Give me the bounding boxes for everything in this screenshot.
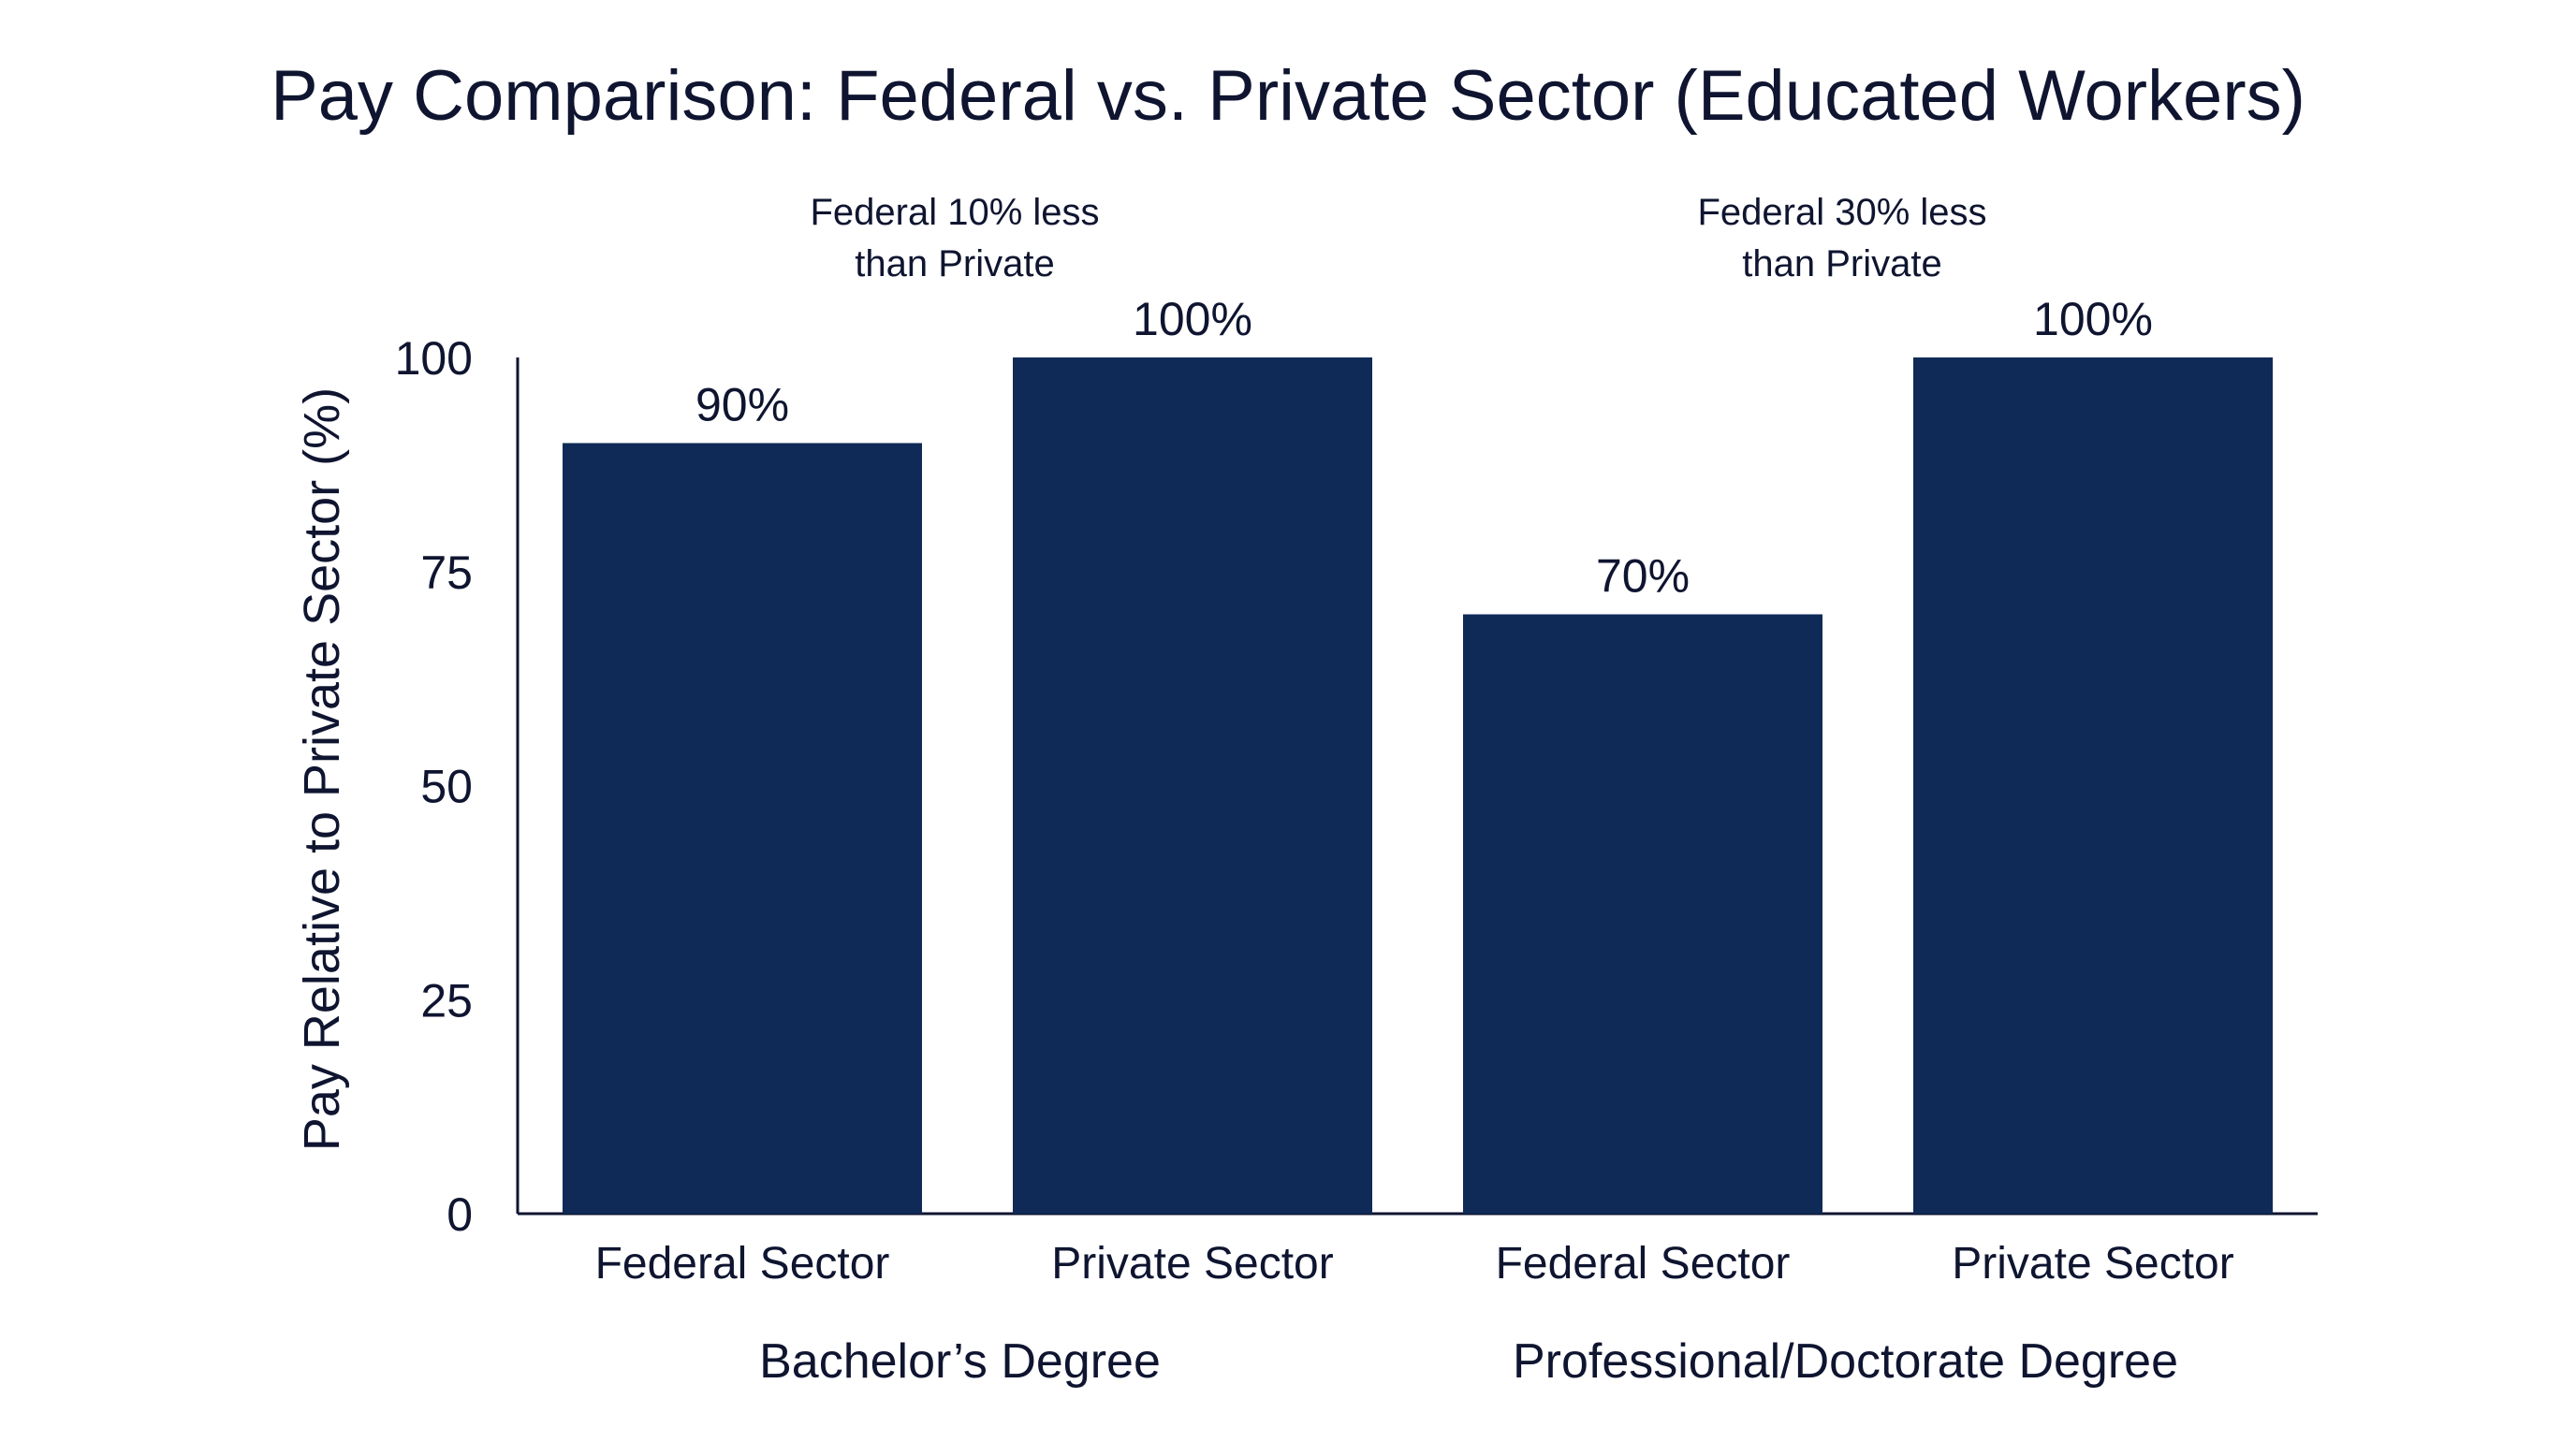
x-tick-label: Federal Sector	[595, 1239, 890, 1289]
x-tick-label: Private Sector	[1952, 1239, 2233, 1289]
group-annotation: Federal 30% less	[1697, 192, 1986, 233]
bar	[1463, 614, 1822, 1214]
x-tick-label: Private Sector	[1051, 1239, 1333, 1289]
y-tick-label: 0	[446, 1188, 473, 1241]
y-tick-label: 25	[420, 974, 473, 1027]
group-annotation: Federal 10% less	[810, 192, 1099, 233]
y-tick-label: 75	[420, 546, 473, 599]
x-tick-label: Federal Sector	[1496, 1239, 1791, 1289]
bar-value-label: 90%	[695, 379, 789, 431]
group-label: Professional/Doctorate Degree	[1513, 1334, 2178, 1389]
bar	[1913, 357, 2273, 1214]
bar	[1013, 357, 1372, 1214]
y-tick-label: 50	[420, 761, 473, 813]
bar-value-label: 70%	[1596, 550, 1690, 603]
chart-title: Pay Comparison: Federal vs. Private Sect…	[271, 56, 2305, 136]
bar-value-label: 100%	[2033, 293, 2153, 345]
bar	[563, 443, 922, 1214]
bar-value-label: 100%	[1133, 293, 1252, 345]
group-annotation: than Private	[1742, 243, 1941, 284]
bars	[563, 357, 2273, 1214]
group-annotation: than Private	[855, 243, 1054, 284]
group-label: Bachelor’s Degree	[759, 1334, 1161, 1389]
y-axis-label: Pay Relative to Private Sector (%)	[294, 387, 350, 1151]
labels: 90% Federal Sector 100% Private Sector Bache…	[595, 192, 2234, 1389]
y-tick-label: 100	[395, 332, 473, 385]
